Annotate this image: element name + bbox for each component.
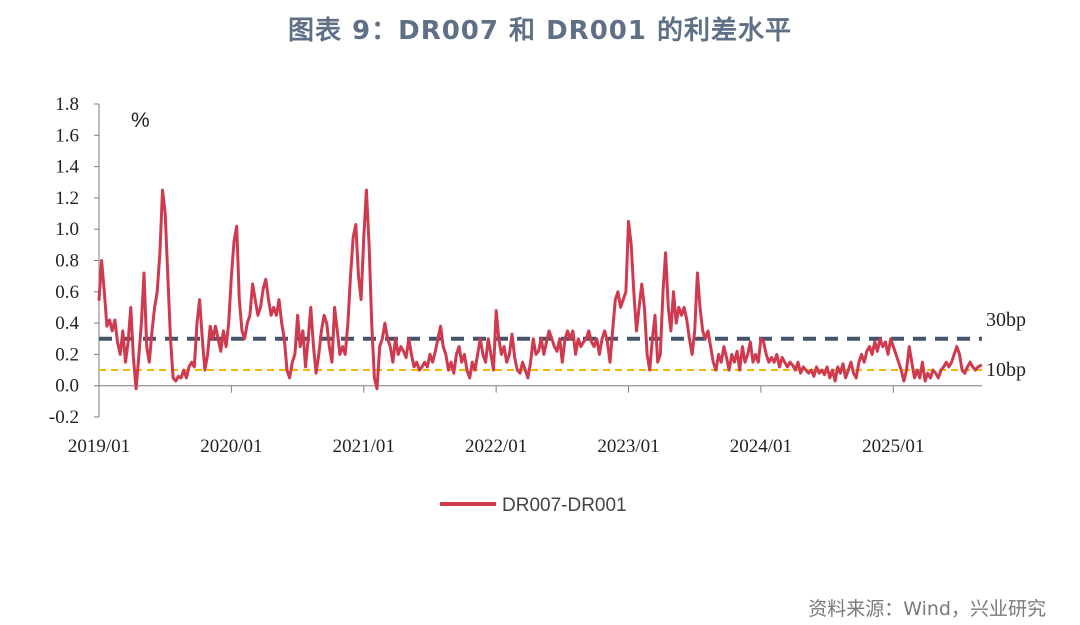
y-tick-label: 0.6: [55, 282, 79, 303]
source-note: 资料来源：Wind，兴业研究: [808, 598, 1046, 620]
chart-title: 图表 9：DR007 和 DR001 的利差水平: [287, 16, 793, 46]
y-tick-label: 1.4: [55, 157, 79, 178]
series-layer: [97, 188, 983, 391]
x-tick-label: 2019/01: [68, 436, 130, 457]
y-tick-label: 0.8: [55, 251, 79, 272]
reference-line-label: 10bp: [986, 359, 1026, 381]
x-tick-label: 2022/01: [465, 436, 527, 457]
y-unit-label: %: [131, 109, 150, 132]
y-tick-label: -0.2: [49, 407, 79, 428]
y-tick-label: 1.6: [55, 125, 79, 146]
y-tick-label: 1.8: [55, 94, 79, 115]
x-tick-label: 2025/01: [862, 436, 924, 457]
y-tick-label: 0.4: [55, 313, 79, 334]
axes: [94, 103, 982, 418]
axis-labels: -0.2 0.0 0.2 0.4 0.6 0.8 1.0 1.2 1.4 1.6 1.8 2019/0…: [49, 94, 925, 457]
legend: DR007-DR001: [440, 495, 627, 516]
y-tick-label: 0.0: [55, 376, 79, 397]
reference-line-label: 30bp: [986, 309, 1026, 331]
x-tick-label: 2020/01: [200, 436, 262, 457]
x-tick-label: 2024/01: [730, 436, 792, 457]
y-tick-label: 1.0: [55, 219, 79, 240]
y-tick-label: 0.2: [55, 344, 79, 365]
series-line: [97, 188, 983, 391]
legend-label: DR007-DR001: [502, 495, 627, 516]
y-tick-label: 1.2: [55, 188, 79, 209]
x-tick-label: 2021/01: [333, 436, 395, 457]
x-tick-label: 2023/01: [597, 436, 659, 457]
